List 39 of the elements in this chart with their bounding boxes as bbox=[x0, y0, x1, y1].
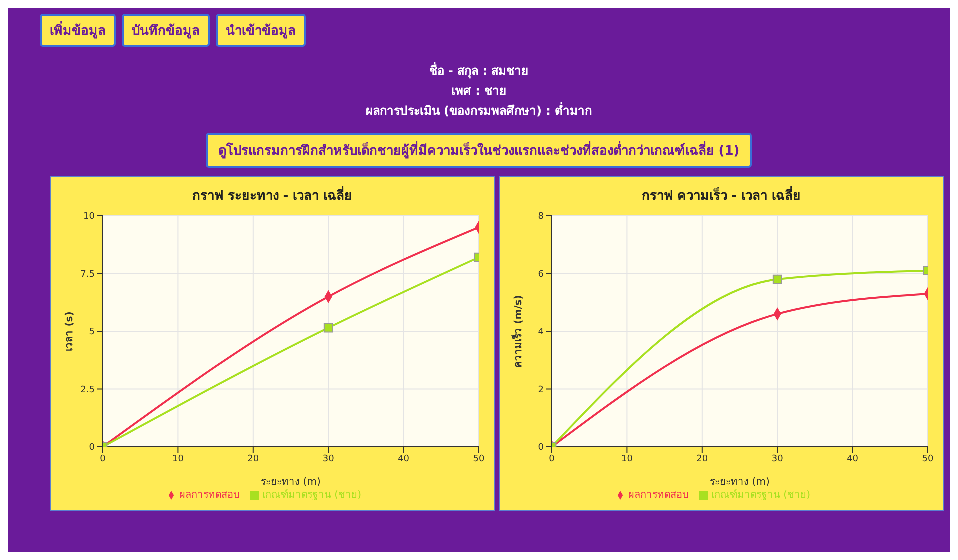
y-axis-title: เวลา (s) bbox=[64, 312, 76, 352]
legend-label: เกณฑ์มาตรฐาน (ชาย) bbox=[712, 490, 810, 501]
x-tick-label: 10 bbox=[172, 454, 184, 464]
x-tick-label: 0 bbox=[100, 454, 106, 464]
x-tick-label: 40 bbox=[398, 454, 410, 464]
x-tick-label: 0 bbox=[549, 454, 556, 464]
chart-title: กราฟ ระยะทาง - เวลา เฉลี่ย bbox=[191, 186, 354, 206]
x-tick-label: 40 bbox=[847, 454, 859, 464]
x-tick-label: 50 bbox=[473, 454, 485, 464]
legend-label: ผลการทดสอบ bbox=[628, 490, 688, 501]
y-tick-label: 4 bbox=[538, 328, 544, 338]
y-tick-label: 8 bbox=[538, 212, 544, 222]
y-tick-label: 7.5 bbox=[80, 270, 95, 280]
legend-label: ผลการทดสอบ bbox=[180, 490, 240, 501]
text: เพิ่มข้อมูล bbox=[40, 14, 116, 47]
y-tick-label: 2 bbox=[538, 385, 544, 396]
y-tick-label: 5 bbox=[89, 328, 95, 338]
y-axis-title: ความเร็ว (m/s) bbox=[510, 295, 525, 368]
chart-title: กราฟ ความเร็ว - เวลา เฉลี่ย bbox=[640, 186, 802, 206]
x-axis-title: ระยะทาง (m) bbox=[710, 477, 770, 488]
x-tick-label: 20 bbox=[696, 454, 708, 464]
y-tick-label: 0 bbox=[538, 443, 544, 454]
x-tick-label: 30 bbox=[322, 454, 335, 464]
x-tick-label: 20 bbox=[248, 454, 260, 464]
x-tick-label: 30 bbox=[772, 454, 784, 464]
x-axis-title: ระยะทาง (m) bbox=[261, 477, 321, 488]
x-tick-label: 50 bbox=[922, 454, 934, 464]
text: เพศ : ชาย bbox=[450, 83, 508, 100]
legend-label: เกณฑ์มาตรฐาน (ชาย) bbox=[262, 490, 362, 501]
y-tick-label: 10 bbox=[84, 212, 96, 222]
text: ผลการประเมิน (ของกรมพลศึกษา) : ต่ำมาก bbox=[364, 101, 594, 120]
x-tick-label: 10 bbox=[621, 454, 634, 464]
y-tick-label: 2.5 bbox=[80, 385, 95, 396]
y-tick-label: 0 bbox=[89, 443, 96, 454]
text: ชื่อ - สกุล : สมชาย bbox=[428, 61, 530, 81]
text: บันทึกข้อมูล bbox=[122, 14, 210, 47]
text: ดูโปรแกรมการฝึกสำหรับเด็กชายผู้ที่มีความเร็วในช่วงแรกและช่วงที่สองต่ำกว่าเกณฑ์เฉลี่ย (1) bbox=[206, 133, 752, 168]
y-tick-label: 6 bbox=[538, 270, 544, 280]
text: นำเข้าข้อมูล bbox=[216, 14, 306, 47]
